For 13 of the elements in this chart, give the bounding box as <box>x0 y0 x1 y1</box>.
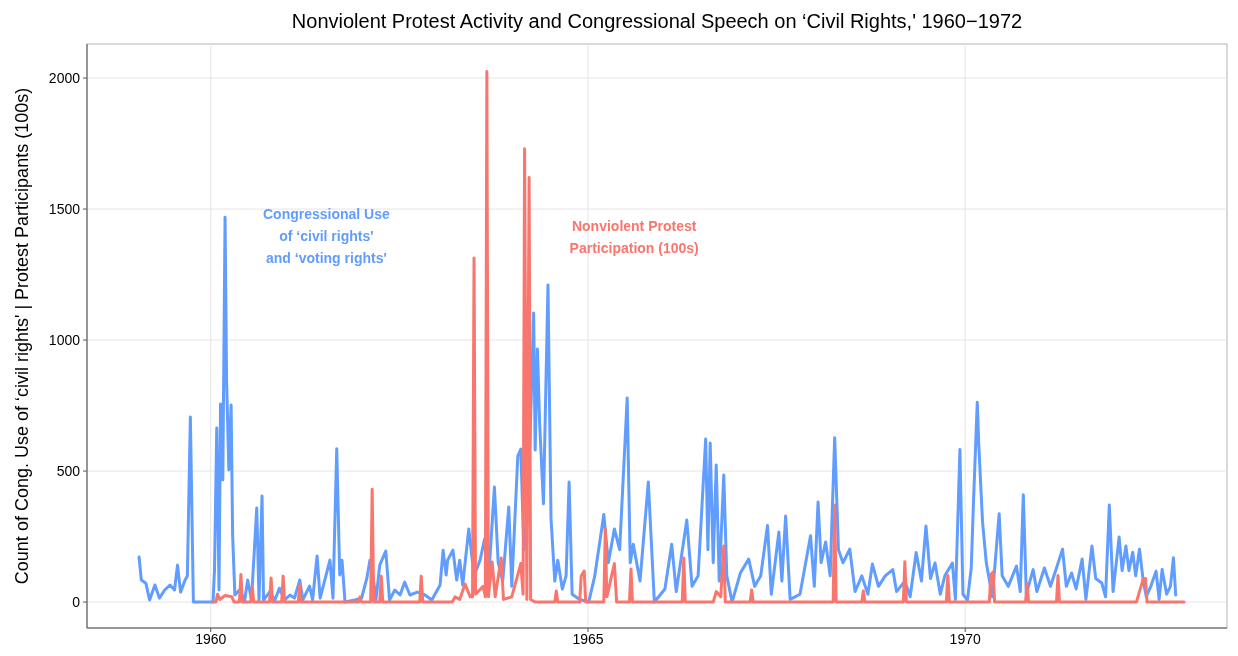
y-axis-title: Count of Cong. Use of ‘civil rights' | Protest Participants (100s) <box>12 87 33 585</box>
text: Nonviolent Protest Participation (100s) <box>569 217 699 256</box>
line-series <box>211 70 1186 604</box>
y-tick-label: 1500 <box>48 200 81 217</box>
y-tick-label: 2000 <box>48 69 81 86</box>
x-tick-label: 1960 <box>195 631 227 647</box>
y-tick-label: 500 <box>56 462 81 479</box>
text: Congressional Use of ‘civil rights' and ‘voting rights' <box>262 206 391 267</box>
x-tick-label: 1965 <box>572 631 604 647</box>
y-tick-label: 1000 <box>48 331 81 348</box>
chart-title: Nonviolent Protest Activity and Congressional Speech on ‘Civil Rights,' 1960−1972 <box>291 10 1023 32</box>
y-tick-label: 0 <box>72 593 81 610</box>
x-tick-label: 1970 <box>949 631 981 647</box>
